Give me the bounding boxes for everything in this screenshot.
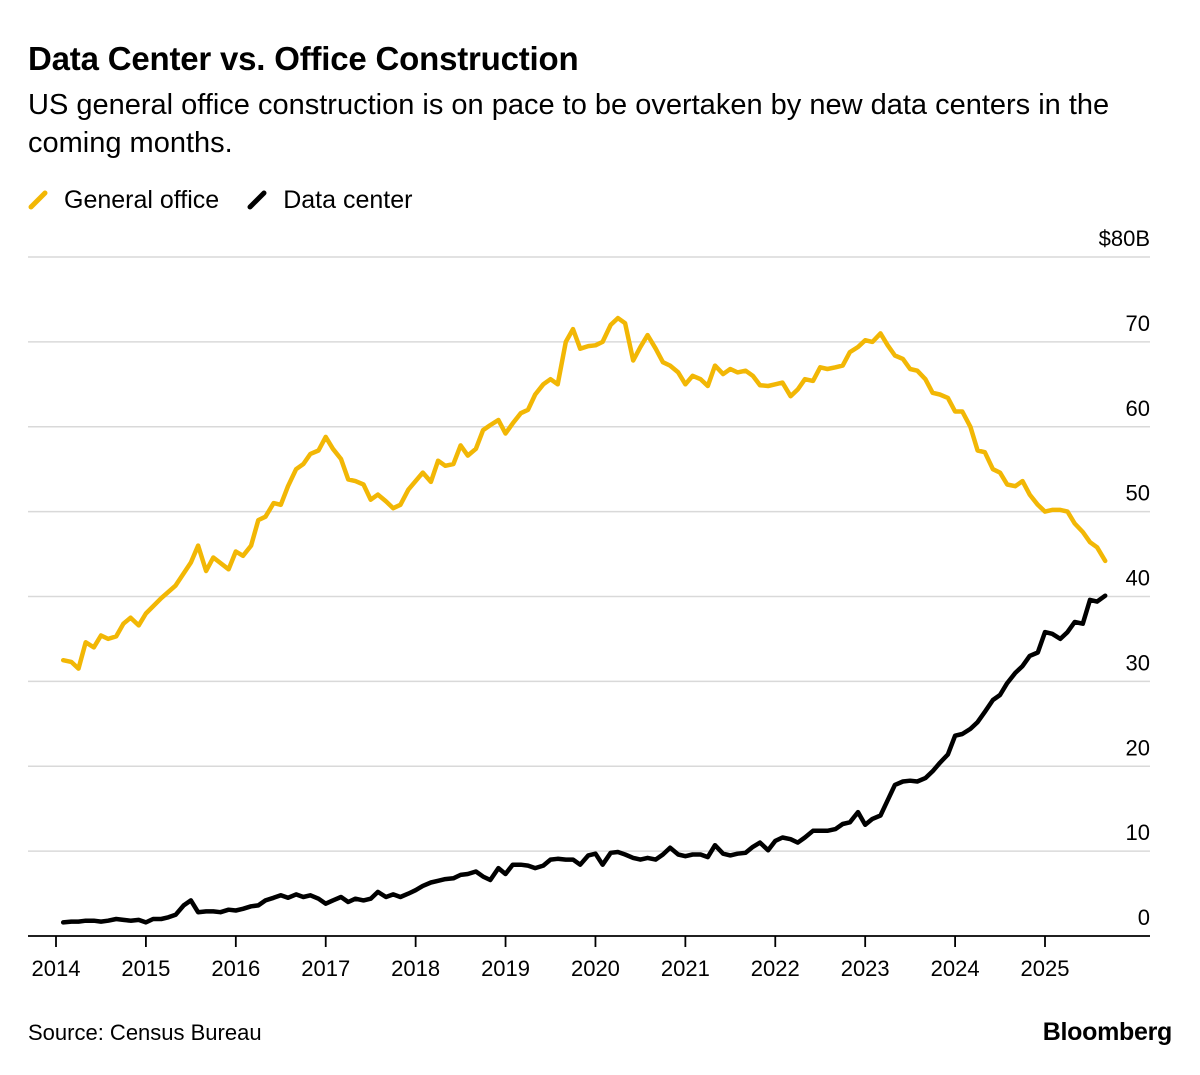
x-tick-label-2016: 2016 [211, 956, 260, 981]
brand-logo: Bloomberg [1042, 1018, 1173, 1046]
x-tick-label-2024: 2024 [931, 956, 980, 981]
y-tick-label-40: 40 [1126, 566, 1150, 591]
x-tick-label-2019: 2019 [481, 956, 530, 981]
y-tick-label-20: 20 [1126, 735, 1150, 760]
x-tick-label-2018: 2018 [391, 956, 440, 981]
series-line-data-center [60, 593, 1108, 925]
chart-subtitle: US general office construction is on pac… [28, 89, 1110, 159]
y-tick-label-30: 30 [1126, 650, 1150, 675]
legend-item-general-office: General office [28, 186, 219, 215]
y-tick-label-80: $80B [1099, 226, 1150, 251]
legend: General office Data center [28, 184, 440, 216]
x-tick-label-2015: 2015 [121, 956, 170, 981]
y-tick-label-0: 0 [1138, 905, 1150, 930]
series-line-general-office [60, 315, 1108, 671]
y-tick-label-10: 10 [1126, 820, 1150, 845]
y-tick-label-60: 60 [1126, 396, 1150, 421]
legend-label-general-office: General office [64, 185, 220, 214]
y-tick-label-70: 70 [1126, 311, 1150, 336]
legend-item-data-center: Data center [247, 186, 412, 215]
source-note: Source: Census Bureau [28, 1020, 262, 1045]
y-tick-label-50: 50 [1126, 481, 1150, 506]
legend-label-data-center: Data center [283, 185, 413, 214]
x-tick-label-2023: 2023 [841, 956, 890, 981]
x-tick-label-2014: 2014 [32, 956, 81, 981]
legend-swatch-general-office [28, 190, 48, 210]
legend-swatch-data-center [247, 190, 267, 210]
x-tick-label-2021: 2021 [661, 956, 710, 981]
x-tick-label-2020: 2020 [571, 956, 620, 981]
x-tick-label-2017: 2017 [301, 956, 350, 981]
x-tick-label-2025: 2025 [1021, 956, 1070, 981]
chart-title: Data Center vs. Office Construction [28, 40, 579, 77]
x-tick-label-2022: 2022 [751, 956, 800, 981]
